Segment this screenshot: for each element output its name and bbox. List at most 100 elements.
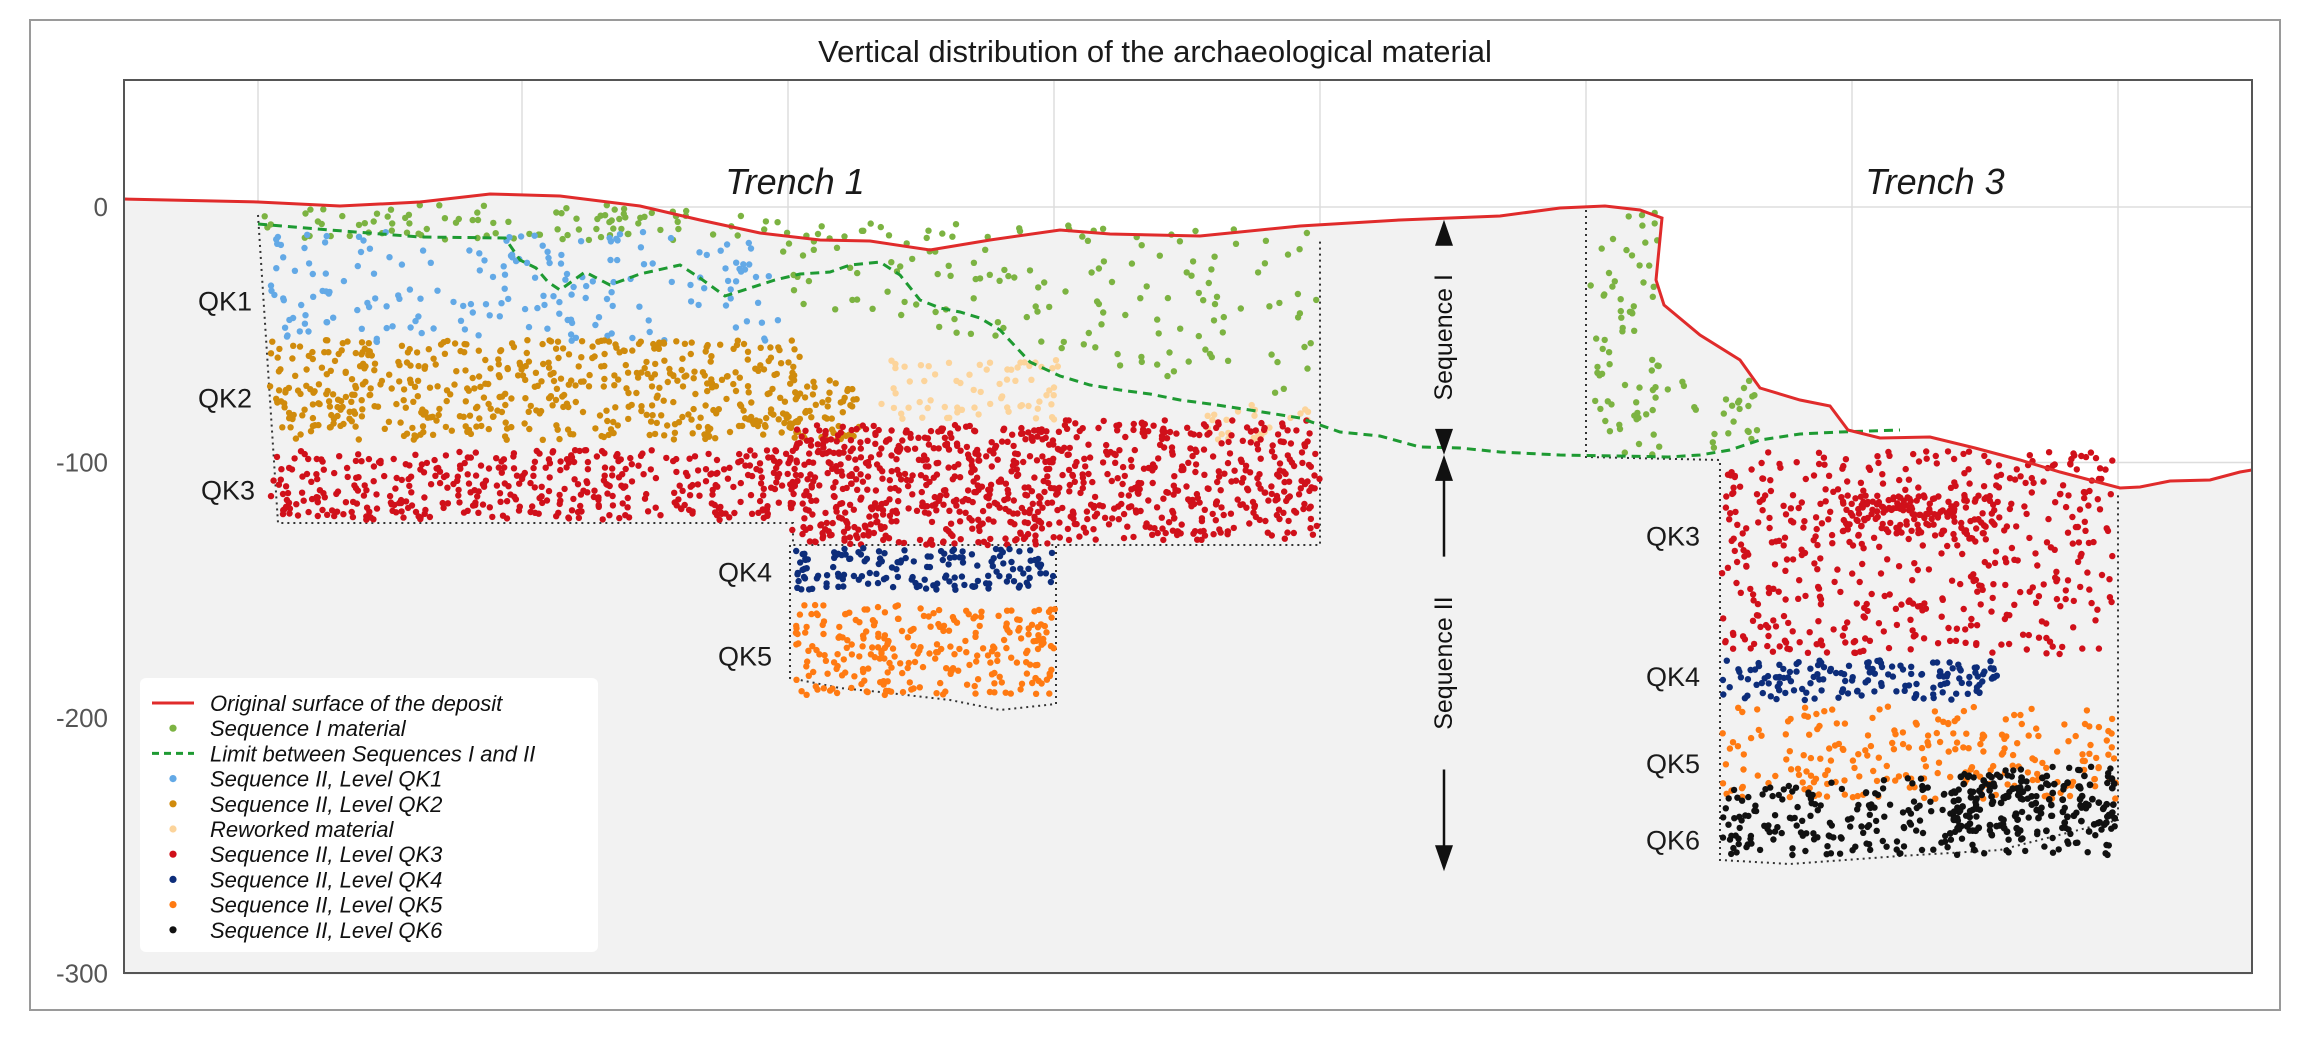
data-point xyxy=(1046,465,1053,473)
data-point xyxy=(898,627,906,635)
data-point xyxy=(810,378,817,385)
data-point xyxy=(1170,509,1177,517)
data-point xyxy=(2088,599,2095,607)
data-point xyxy=(426,513,434,521)
data-point xyxy=(785,359,792,366)
data-point xyxy=(301,320,309,327)
data-point xyxy=(2028,489,2036,496)
data-point xyxy=(2055,846,2062,853)
data-point xyxy=(737,498,744,506)
data-point xyxy=(803,663,810,670)
data-point xyxy=(309,270,316,278)
data-point xyxy=(623,385,630,392)
data-point xyxy=(1214,478,1221,486)
data-point xyxy=(1092,344,1099,351)
data-point xyxy=(1224,528,1231,535)
data-point xyxy=(1900,843,1908,850)
data-point xyxy=(469,374,476,382)
data-point xyxy=(1966,820,1974,828)
data-point xyxy=(1893,621,1901,629)
data-point xyxy=(418,461,426,468)
data-point xyxy=(1990,501,1997,508)
data-point xyxy=(2064,529,2072,536)
data-point xyxy=(1064,451,1071,458)
data-point xyxy=(716,516,723,523)
data-point xyxy=(878,400,885,408)
trench-1-sounding-outline xyxy=(789,545,1057,712)
data-point xyxy=(495,356,502,363)
data-point xyxy=(289,314,297,322)
data-point xyxy=(539,340,546,348)
data-point xyxy=(319,287,326,295)
data-point xyxy=(1728,402,1736,409)
data-point xyxy=(1872,515,1879,523)
data-point xyxy=(1138,353,1145,361)
data-point xyxy=(572,398,579,406)
data-point xyxy=(792,396,799,403)
data-point xyxy=(808,482,815,489)
data-point xyxy=(915,434,922,441)
data-point xyxy=(793,426,801,433)
data-point xyxy=(843,484,850,492)
data-point xyxy=(801,575,809,582)
data-point xyxy=(940,487,948,494)
data-point xyxy=(1729,629,1737,637)
data-point xyxy=(595,496,602,504)
data-point xyxy=(2014,816,2021,823)
data-point xyxy=(1748,840,1755,847)
data-point xyxy=(1849,674,1856,681)
data-point xyxy=(988,439,995,446)
data-point xyxy=(825,396,832,403)
data-point xyxy=(1856,578,1863,586)
data-point xyxy=(881,644,889,652)
data-point xyxy=(1972,827,1980,835)
data-point xyxy=(802,427,809,434)
data-point xyxy=(531,509,539,516)
data-point xyxy=(1010,578,1018,585)
data-point xyxy=(1623,246,1630,254)
data-point xyxy=(321,494,328,501)
data-point xyxy=(1000,324,1007,332)
data-point xyxy=(730,483,737,491)
data-point xyxy=(655,345,663,352)
data-point xyxy=(762,218,770,225)
data-point xyxy=(1192,461,1200,468)
data-point xyxy=(1765,632,1772,640)
data-point xyxy=(2043,827,2050,835)
data-point xyxy=(895,539,903,546)
data-point xyxy=(830,659,838,666)
data-point xyxy=(1122,433,1129,441)
data-point xyxy=(1031,608,1038,615)
data-point xyxy=(364,299,371,307)
data-point xyxy=(1122,311,1129,319)
data-point xyxy=(879,511,887,518)
data-point xyxy=(2049,462,2057,469)
data-point xyxy=(1160,536,1167,544)
data-point xyxy=(2065,492,2072,499)
data-point xyxy=(1265,497,1272,504)
data-point xyxy=(1980,777,1988,784)
data-point xyxy=(325,349,332,356)
data-point xyxy=(423,225,430,233)
data-point xyxy=(1907,810,1915,817)
data-point xyxy=(873,570,880,577)
data-point xyxy=(1876,657,1884,664)
data-point xyxy=(727,286,734,293)
data-point xyxy=(1037,621,1045,628)
data-point xyxy=(1889,673,1897,680)
data-point xyxy=(1050,534,1057,541)
data-point xyxy=(563,400,571,407)
data-point xyxy=(955,461,962,468)
data-point xyxy=(442,423,450,431)
data-point xyxy=(1292,509,1300,516)
data-point xyxy=(2069,540,2076,547)
data-point xyxy=(1100,309,1107,316)
data-point xyxy=(811,474,819,481)
data-point xyxy=(974,652,981,659)
data-point xyxy=(873,461,881,468)
data-point xyxy=(756,418,763,425)
data-point xyxy=(746,261,753,268)
data-point xyxy=(348,508,355,516)
legend-swatch xyxy=(169,926,177,934)
data-point xyxy=(1190,500,1198,508)
